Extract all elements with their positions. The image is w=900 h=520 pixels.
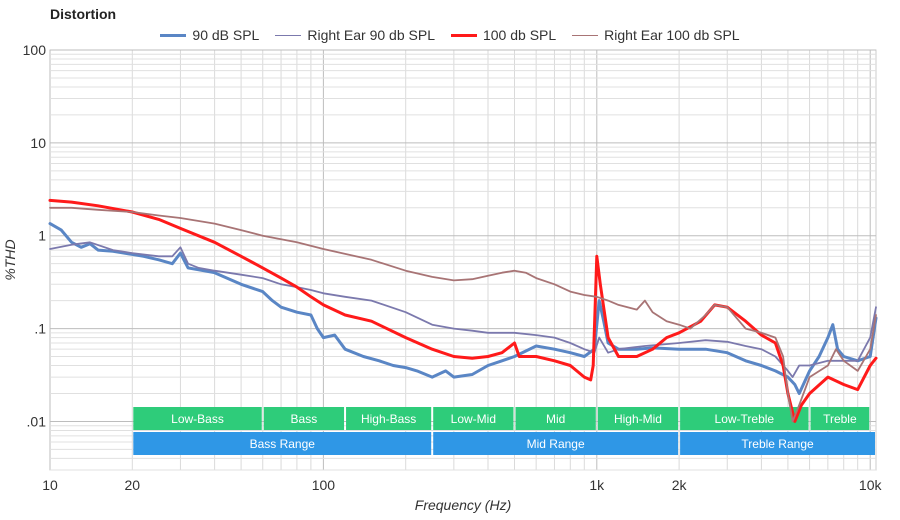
legend-label: 90 dB SPL bbox=[192, 27, 260, 43]
x-tick-label: 1k bbox=[589, 477, 605, 493]
band-bottom-label: Mid Range bbox=[527, 437, 585, 451]
band-bottom bbox=[133, 432, 432, 455]
band-top-label: Treble bbox=[823, 412, 857, 426]
band-top bbox=[346, 407, 432, 430]
series-line-1 bbox=[48, 222, 878, 395]
band-top bbox=[597, 407, 679, 430]
series-line-4 bbox=[49, 206, 877, 423]
legend-swatch bbox=[450, 33, 477, 37]
band-top-label: Low-Treble bbox=[715, 412, 775, 426]
band-bottom bbox=[680, 432, 875, 455]
y-tick-label: .01 bbox=[27, 413, 47, 429]
legend-label: Right Ear 90 db SPL bbox=[307, 27, 435, 43]
band-top bbox=[133, 407, 262, 430]
band-top-label: High-Bass bbox=[361, 412, 416, 426]
legend-swatch bbox=[572, 34, 599, 36]
band-top-label: Low-Bass bbox=[171, 412, 224, 426]
legend-label: Right Ear 100 db SPL bbox=[604, 27, 740, 43]
band-bottom-label: Bass Range bbox=[250, 437, 316, 451]
band-top-label: Mid bbox=[546, 412, 565, 426]
y-axis-title: %THD bbox=[2, 239, 18, 280]
frequency-bands: Low-Bass Bass High-Bass Low-Mid Mid High-Mid L… bbox=[133, 407, 875, 455]
axes: 10 20 100 1k 2k 10k 100 10 1 .1 .01 bbox=[23, 42, 883, 493]
legend-item: 100 db SPL bbox=[450, 27, 557, 43]
y-tick-label: 1 bbox=[38, 228, 46, 244]
legend-label: 100 db SPL bbox=[482, 27, 557, 43]
x-tick-label: 10 bbox=[42, 477, 58, 493]
y-tick-label: .1 bbox=[34, 321, 46, 337]
x-tick-label: 10k bbox=[859, 477, 883, 493]
chart-title: Distortion bbox=[50, 6, 117, 22]
legend: 90 dB SPL Right Ear 90 db SPL 100 db SPL Ri… bbox=[0, 27, 900, 43]
grid bbox=[49, 49, 877, 471]
band-top-label: High-Mid bbox=[614, 412, 662, 426]
legend-swatch bbox=[275, 34, 302, 36]
band-bottom-label: Treble Range bbox=[741, 437, 814, 451]
band-bottom bbox=[433, 432, 679, 455]
legend-item: Right Ear 90 db SPL bbox=[275, 27, 435, 43]
band-top-label: Bass bbox=[291, 412, 318, 426]
x-tick-label: 2k bbox=[672, 477, 688, 493]
legend-item: 90 dB SPL bbox=[160, 27, 259, 43]
plot-frame bbox=[49, 49, 877, 471]
band-top-label: Low-Mid bbox=[451, 412, 496, 426]
y-tick-label: 100 bbox=[23, 42, 47, 58]
band-top bbox=[680, 407, 809, 430]
legend-swatch bbox=[160, 33, 187, 37]
band-top bbox=[433, 407, 514, 430]
legend-item: Right Ear 100 db SPL bbox=[572, 27, 740, 43]
band-top bbox=[515, 407, 596, 430]
y-tick-label: 10 bbox=[30, 135, 46, 151]
x-tick-label: 100 bbox=[312, 477, 336, 493]
band-top bbox=[810, 407, 870, 430]
band-top bbox=[263, 407, 345, 430]
series-line-2 bbox=[49, 241, 877, 378]
series-lines bbox=[48, 198, 878, 423]
x-axis-title: Frequency (Hz) bbox=[415, 497, 511, 513]
x-tick-label: 20 bbox=[125, 477, 141, 493]
